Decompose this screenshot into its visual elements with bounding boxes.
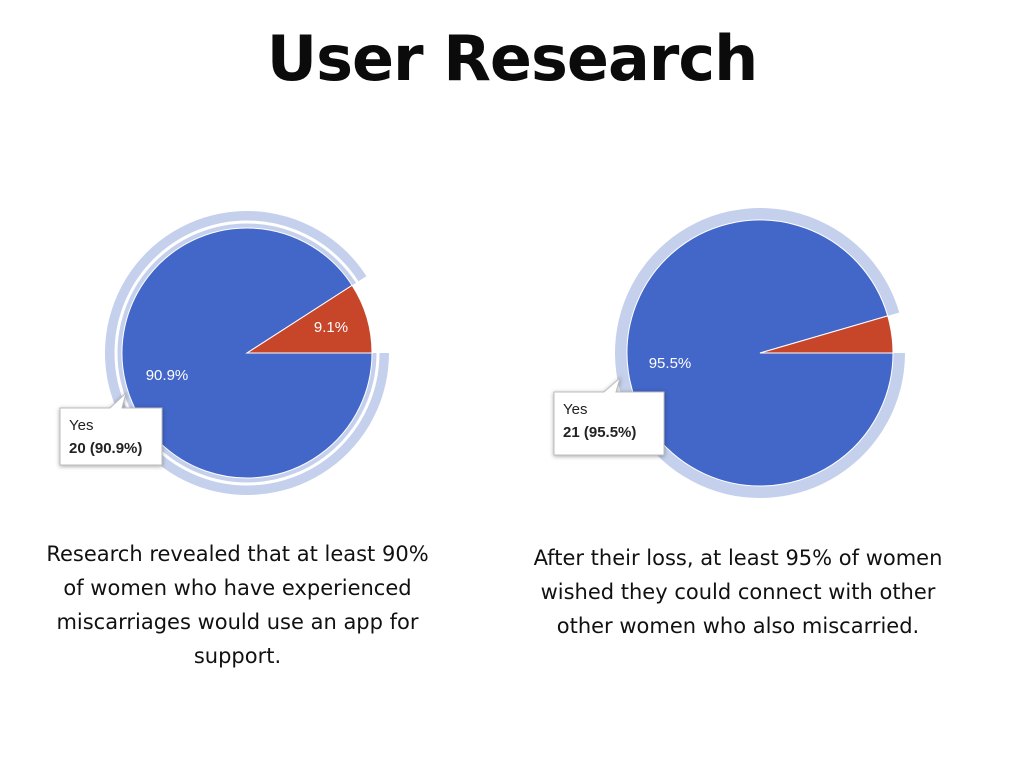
page-title: User Research <box>266 22 759 95</box>
caption-left: Research revealed that at least 90% of w… <box>46 542 429 668</box>
tooltip-value: 21 (95.5%) <box>563 424 636 441</box>
caption-right: After their loss, at least 95% of women … <box>533 546 943 638</box>
pie-slice-other[interactable] <box>245 284 373 354</box>
tooltip-label: Yes <box>563 401 587 418</box>
slice-label-yes: 90.9% <box>146 367 189 384</box>
tooltip: Yes 21 (95.5%) <box>553 376 665 456</box>
pie-chart-right: 95.5% Yes 21 (95.5%) <box>553 208 905 499</box>
tooltip: Yes 20 (90.9%) <box>59 391 163 466</box>
slice-label-yes: 95.5% <box>649 355 692 372</box>
tooltip-value: 20 (90.9%) <box>69 440 142 457</box>
pie-slice-other[interactable] <box>759 315 894 354</box>
pie-chart-left: 90.9% 9.1% Yes 20 (90.9%) <box>59 211 390 496</box>
tooltip-box <box>59 391 163 466</box>
tooltip-label: Yes <box>69 417 93 434</box>
tooltip-box <box>553 376 665 456</box>
slice-label-other: 9.1% <box>314 319 348 336</box>
pie-slice-outline <box>114 220 380 486</box>
